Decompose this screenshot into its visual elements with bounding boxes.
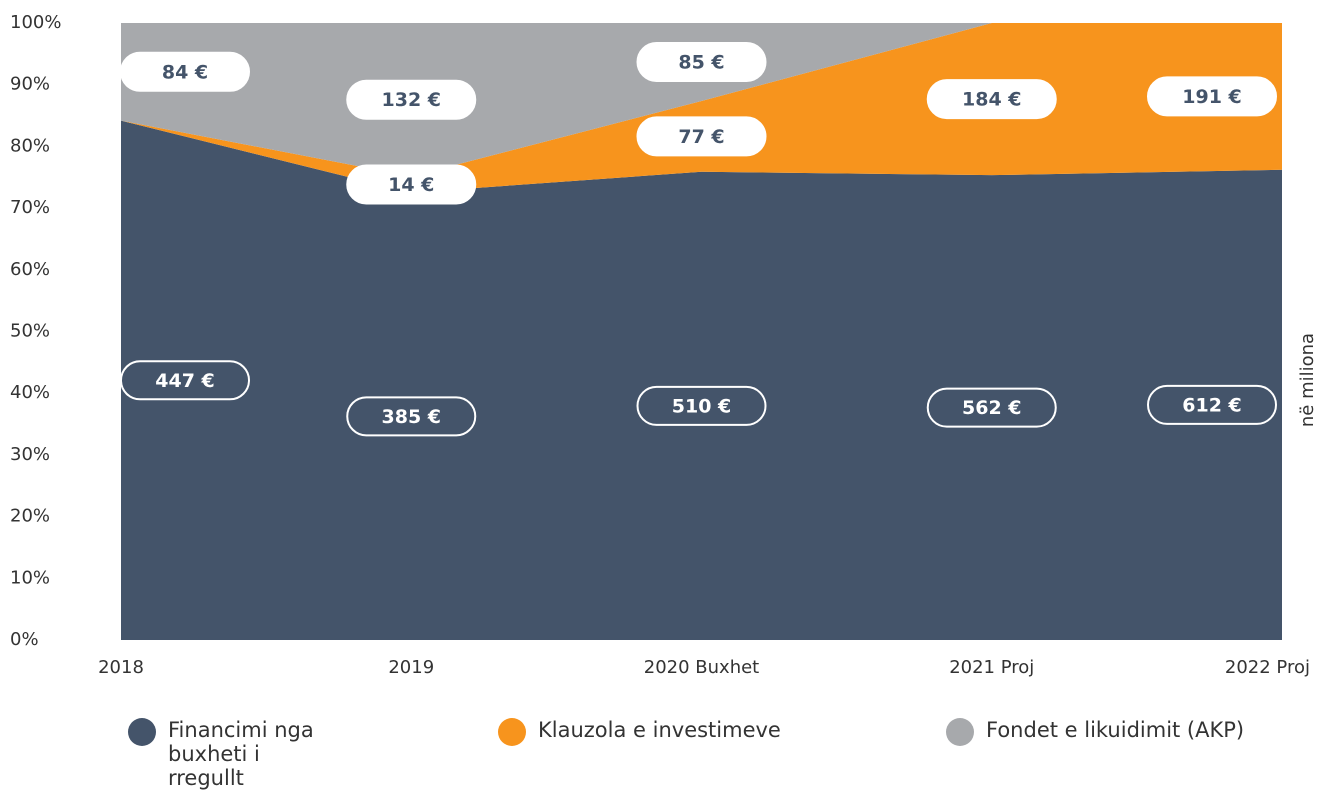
x-tick-label: 2021 Proj xyxy=(949,657,1034,678)
y-tick-label: 40% xyxy=(10,382,50,403)
x-tick-label: 2019 xyxy=(388,657,434,678)
y-tick-label: 0% xyxy=(10,629,39,650)
y-tick-label: 50% xyxy=(10,321,50,342)
legend: Financimi nga buxheti i rregullt Klauzola… xyxy=(0,718,1319,790)
value-label: 510 € xyxy=(672,395,732,417)
y-tick-label: 80% xyxy=(10,135,50,156)
value-label: 612 € xyxy=(1182,394,1242,416)
value-label: 77 € xyxy=(678,126,724,148)
area xyxy=(121,23,1282,177)
y-tick-label: 100% xyxy=(10,12,61,33)
y-tick-label: 20% xyxy=(10,506,50,527)
y-tick-label: 10% xyxy=(10,567,50,588)
x-tick-label: 2022 Proj xyxy=(1225,657,1310,678)
value-label-box xyxy=(120,51,250,92)
legend-label: Fondet e likuidimit (AKP) xyxy=(986,718,1245,742)
value-label-box xyxy=(1147,384,1277,425)
axis-label: në miliona xyxy=(1297,333,1318,427)
value-label: 385 € xyxy=(382,406,442,428)
value-label-box xyxy=(1147,76,1277,117)
legend-label: Klauzola e investimeve xyxy=(538,718,781,742)
y-tick-label: 60% xyxy=(10,259,50,280)
value-label-box xyxy=(346,79,477,120)
value-label-box xyxy=(120,360,250,401)
legend-swatch xyxy=(128,718,156,746)
legend-item: Klauzola e investimeve xyxy=(498,718,858,746)
x-tick-label: 2018 xyxy=(98,657,144,678)
value-label: 84 € xyxy=(162,61,208,83)
value-label: 132 € xyxy=(382,89,442,111)
value-label-box xyxy=(636,385,767,426)
y-tick-label: 70% xyxy=(10,197,50,218)
legend-swatch xyxy=(946,718,974,746)
value-label-box xyxy=(346,396,477,437)
value-label: 562 € xyxy=(962,397,1022,419)
legend-label: Financimi nga buxheti i rregullt xyxy=(168,718,314,790)
legend-item: Financimi nga buxheti i rregullt xyxy=(128,718,328,790)
legend-swatch xyxy=(498,718,526,746)
area xyxy=(121,120,1282,641)
value-label: 14 € xyxy=(388,174,434,196)
value-label-box xyxy=(926,79,1057,120)
value-label-box xyxy=(346,164,477,205)
value-label: 191 € xyxy=(1182,86,1242,108)
value-label: 184 € xyxy=(962,89,1022,111)
x-tick-label: 2020 Buxhet xyxy=(644,657,759,678)
value-label: 447 € xyxy=(155,370,215,392)
y-tick-label: 30% xyxy=(10,444,50,465)
value-label-box xyxy=(636,116,767,157)
y-tick-label: 90% xyxy=(10,74,50,95)
value-label: 85 € xyxy=(678,52,724,74)
value-label-box xyxy=(636,42,767,83)
chart: në miliona 0% 10% 20% 30% 40% 50% 60% 70% 80% 90%… xyxy=(10,12,1318,678)
legend-item: Fondet e likuidimit (AKP) xyxy=(946,718,1306,746)
value-label-box xyxy=(926,387,1057,428)
area xyxy=(121,23,1282,193)
